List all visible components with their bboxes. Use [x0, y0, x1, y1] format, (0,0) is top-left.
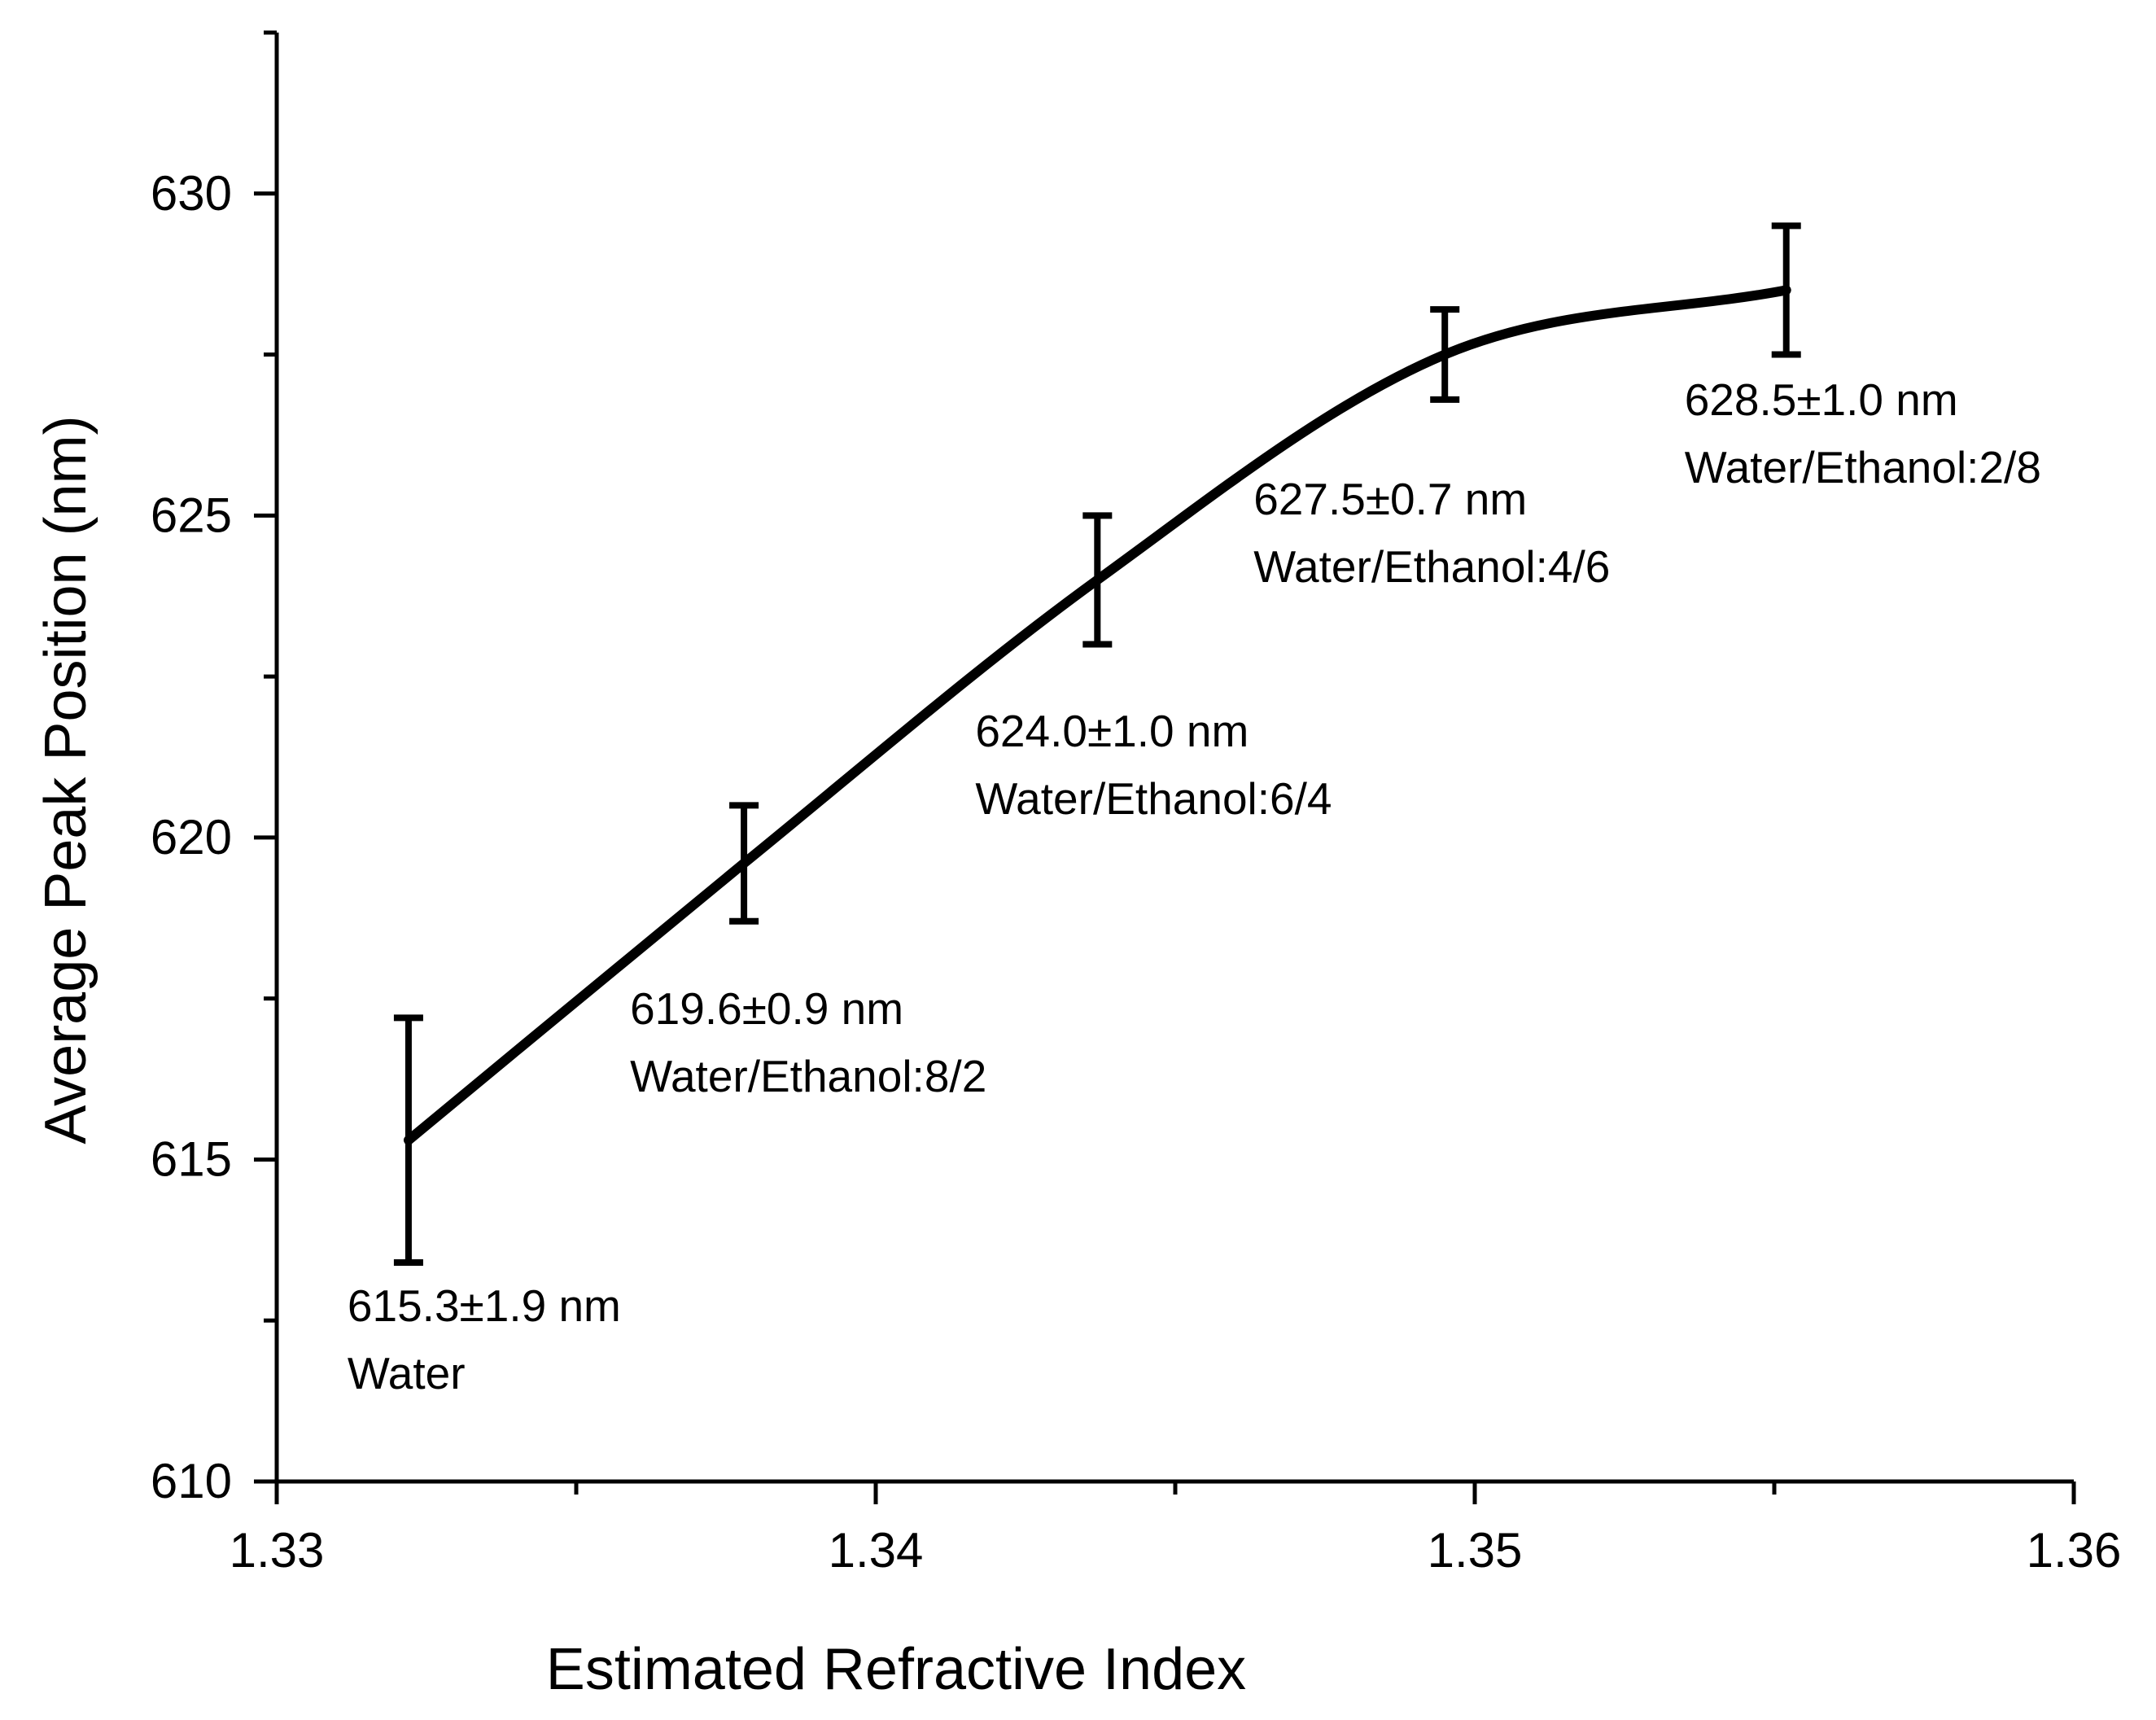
point-annotation: 615.3±1.9 nm Water [348, 1280, 621, 1398]
x-tick-label: 1.35 [1428, 1523, 1523, 1578]
x-tick-label: 1.36 [2027, 1523, 2122, 1578]
point-annotation: 627.5±0.7 nm Water/Ethanol:4/6 [1253, 474, 1610, 592]
y-axis-title: Average Peak Position (nm) [33, 415, 98, 1144]
error-bar [393, 1014, 423, 1267]
medium-label: Water/Ethanol:6/4 [975, 773, 1332, 824]
medium-label: Water/Ethanol:2/8 [1685, 442, 2041, 492]
error-bar [1771, 222, 1801, 358]
x-tick-label: 1.34 [829, 1523, 924, 1578]
x-axis-title: Estimated Refractive Index [546, 1637, 1246, 1702]
point-annotation: 619.6±0.9 nm Water/Ethanol:8/2 [630, 983, 986, 1101]
error-bar [1082, 512, 1113, 648]
medium-label: Water/Ethanol:4/6 [1253, 541, 1610, 592]
y-tick-label: 610 [151, 1454, 232, 1508]
medium-label: Water [348, 1348, 466, 1398]
point-annotation: 624.0±1.0 nm Water/Ethanol:6/4 [975, 706, 1332, 824]
value-label: 615.3±1.9 nm [348, 1280, 621, 1331]
series-line [403, 285, 1791, 1145]
value-label: 627.5±0.7 nm [1253, 474, 1527, 524]
value-label: 619.6±0.9 nm [630, 983, 903, 1034]
medium-label: Water/Ethanol:8/2 [630, 1051, 986, 1101]
y-tick-label: 625 [151, 488, 232, 542]
curve-layer [403, 285, 1791, 1145]
x-tick-label: 1.33 [230, 1523, 325, 1578]
error-bar [1430, 306, 1460, 403]
error-bars [393, 222, 1801, 1267]
value-label: 624.0±1.0 nm [975, 706, 1249, 756]
axes: 1.33 1.34 1.35 1.36 610 615 620 625 630 [151, 30, 2122, 1578]
y-tick-label: 620 [151, 810, 232, 864]
point-annotation: 628.5±1.0 nm Water/Ethanol:2/8 [1685, 374, 2041, 492]
error-bar [729, 802, 759, 925]
value-label: 628.5±1.0 nm [1685, 374, 1958, 425]
annotations: 615.3±1.9 nm Water 619.6±0.9 nm Water/Ethan… [348, 374, 2041, 1398]
y-tick-label: 630 [151, 166, 232, 221]
y-tick-label: 615 [151, 1131, 232, 1186]
